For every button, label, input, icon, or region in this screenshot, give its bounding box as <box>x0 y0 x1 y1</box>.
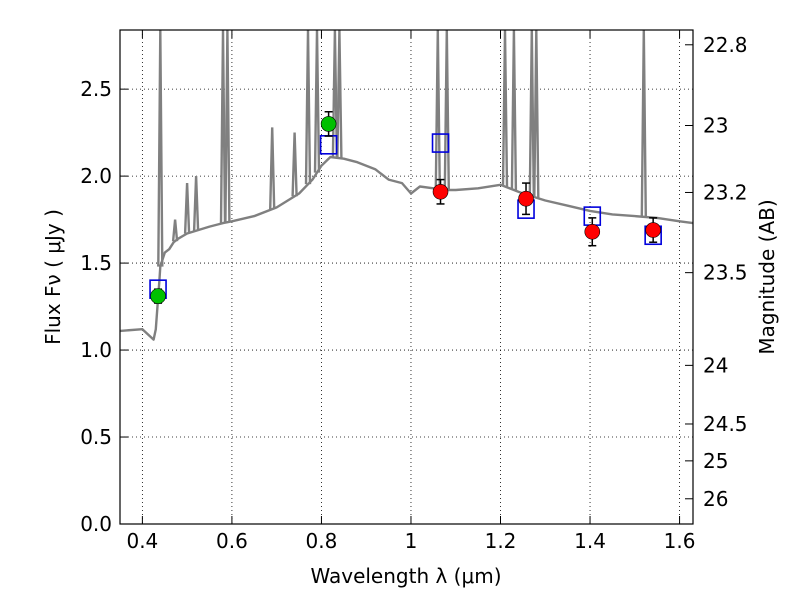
y-right-tick-label: 25 <box>703 449 728 473</box>
emission-line-spike <box>528 30 535 197</box>
plot-area <box>120 30 693 341</box>
spectrum-line <box>120 155 693 341</box>
emission-line-spike <box>183 183 191 234</box>
x-tick-label: 0.8 <box>306 529 338 553</box>
emission-line-spike <box>533 30 540 198</box>
ticks: 0.4 0.6 0.8 1 1.2 1.4 1.6 0.0 0.5 1.0 1.5 2.0 2.5 22.… <box>80 30 748 553</box>
x-axis-label: Wavelength λ (μm) <box>310 564 501 588</box>
emission-line-spike <box>313 30 321 173</box>
x-tick-label: 1 <box>405 529 418 553</box>
y-tick-label: 1.0 <box>80 338 112 362</box>
emission-line-spike <box>192 176 200 231</box>
grid-lines <box>120 30 693 525</box>
x-tick-label: 1.4 <box>574 529 606 553</box>
x-tick-label: 1.2 <box>485 529 517 553</box>
emission-line-spike <box>443 30 450 191</box>
plot-frame <box>119 29 694 525</box>
x-tick-label: 0.6 <box>216 529 248 553</box>
model-square-point <box>431 133 450 153</box>
emission-line-spike <box>510 30 518 191</box>
y-right-tick-label: 24.5 <box>703 412 748 436</box>
y-right-tick-label: 23 <box>703 113 728 137</box>
observed-point <box>320 116 337 132</box>
emission-line-spike <box>269 127 276 210</box>
observed-point <box>518 190 534 207</box>
observed-point <box>645 222 661 238</box>
y-right-axis-label: Magnitude (AB) <box>755 199 779 354</box>
emission-line-spike <box>501 30 509 187</box>
emission-line-spike <box>171 219 179 242</box>
emission-line-spike <box>219 30 227 224</box>
y-right-tick-label: 22.8 <box>703 33 748 57</box>
observed-point <box>432 183 449 200</box>
data-layer <box>120 30 693 341</box>
y-tick-label: 2.5 <box>80 77 112 101</box>
y-tick-label: 0.5 <box>80 425 112 449</box>
emission-line-spike <box>304 30 312 185</box>
y-right-tick-label: 24 <box>703 353 728 377</box>
emission-line-spike <box>434 30 441 189</box>
y-tick-label: 2.0 <box>80 164 112 188</box>
y-right-tick-label: 23.2 <box>703 180 748 204</box>
observed-point <box>584 223 601 240</box>
y-right-tick-label: 26 <box>703 487 728 511</box>
x-tick-label: 0.4 <box>126 529 158 553</box>
y-tick-label: 0.0 <box>80 512 112 536</box>
y-tick-label: 1.5 <box>80 251 112 275</box>
y-axis-label: Flux Fν ( μJy ) <box>41 209 65 345</box>
emission-line-spike <box>291 132 298 197</box>
emission-line-spike <box>157 30 164 267</box>
x-tick-label: 1.6 <box>664 529 696 553</box>
emission-line-spike <box>640 30 647 217</box>
emission-line-spike <box>224 30 231 223</box>
emission-line-spike <box>331 30 339 158</box>
observed-point <box>150 288 166 304</box>
emission-line-spike <box>336 30 343 159</box>
y-right-tick-label: 23.5 <box>703 261 748 285</box>
